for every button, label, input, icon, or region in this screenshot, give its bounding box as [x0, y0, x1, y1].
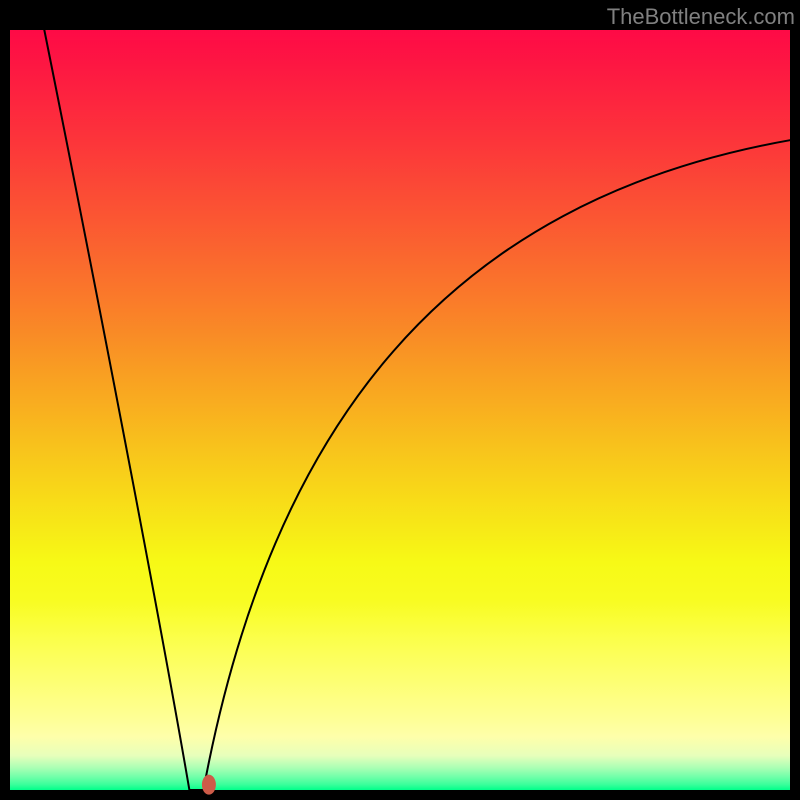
chart-root: TheBottleneck.com — [0, 0, 800, 800]
watermark-text: TheBottleneck.com — [607, 4, 795, 29]
bottleneck-chart-svg: TheBottleneck.com — [0, 0, 800, 800]
plot-background — [10, 30, 790, 790]
optimum-marker — [202, 775, 216, 795]
